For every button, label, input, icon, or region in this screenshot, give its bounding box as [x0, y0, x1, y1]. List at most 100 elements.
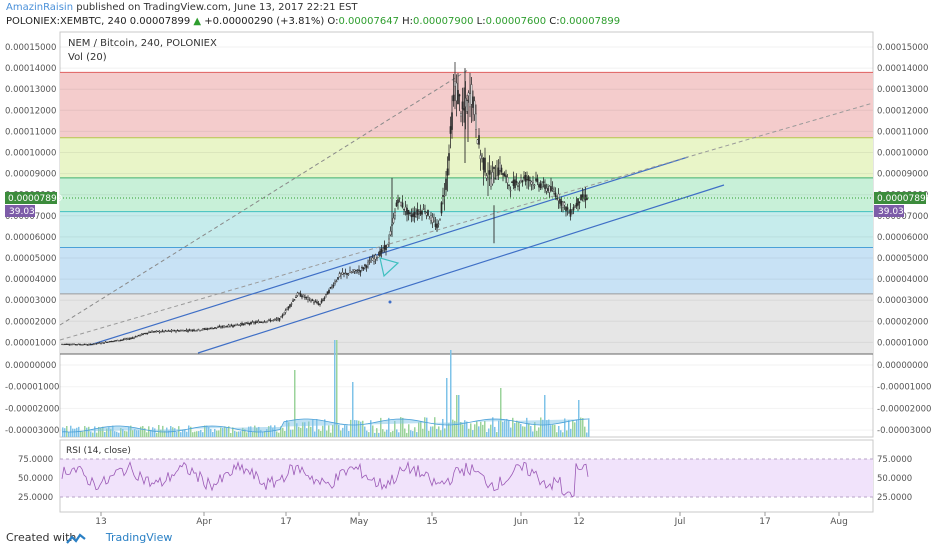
candles[interactable] [61, 62, 588, 346]
price-tick-label-left: 0.00005000 [5, 254, 56, 264]
volume-bar [116, 431, 118, 437]
candle-body [205, 328, 207, 331]
candle-body [206, 328, 209, 330]
extended-dashed-line[interactable] [59, 102, 874, 341]
volume-bar [524, 426, 526, 437]
volume-bar [526, 417, 528, 437]
candle-body [559, 199, 561, 204]
candle-body [407, 209, 410, 215]
candle-body [244, 323, 246, 325]
candle-body [220, 326, 222, 329]
candle-body [569, 209, 572, 217]
candle-body [311, 299, 314, 301]
volume-bar [72, 428, 74, 437]
candle-body [514, 179, 516, 189]
volume-bar [182, 430, 184, 437]
triangle-pattern[interactable] [379, 257, 400, 278]
candle-body [400, 202, 402, 207]
candle-body [121, 339, 123, 341]
channel-upper-line[interactable] [89, 156, 689, 346]
candle-body [224, 325, 227, 328]
candle-body [469, 93, 471, 108]
volume-bar [98, 426, 100, 437]
candle-body [350, 272, 353, 274]
candle-body [176, 329, 179, 332]
candle-body [167, 330, 170, 332]
candle-body [515, 180, 518, 183]
brand-link[interactable]: TradingView [105, 531, 173, 544]
candle-body [119, 339, 122, 342]
candle-body [218, 326, 221, 328]
volume-bar [276, 431, 278, 437]
candle-body [292, 300, 294, 302]
open-value: 0.00007647 [338, 16, 399, 27]
channel-lower-line[interactable] [197, 184, 725, 354]
volume-bar [318, 429, 320, 437]
candle-body [109, 341, 111, 343]
candle-body [434, 223, 437, 227]
candle-body [428, 218, 431, 220]
volume-bar [428, 430, 430, 437]
volume-bar [500, 388, 502, 437]
volume-bar [292, 429, 294, 437]
marker-dot [388, 300, 392, 304]
candle-body [208, 328, 210, 330]
volume-bar [144, 428, 146, 437]
candle-body [512, 179, 515, 186]
candle-body [476, 139, 479, 144]
candle-body [151, 331, 153, 333]
candle-body [310, 300, 312, 302]
candle-body [389, 231, 392, 235]
volume-bar [402, 417, 404, 437]
candle-body [359, 270, 362, 273]
volume-bar [86, 427, 88, 437]
date-axis: 13 Apr 17 May 15 Jun 12 Jul 17 Aug [95, 512, 848, 527]
candle-body [236, 324, 239, 326]
publish-info: AmazinRaisin published on TradingView.co… [6, 2, 358, 13]
price-badge-right: 0.00007899 [877, 194, 932, 204]
candle-body [427, 210, 429, 216]
volume-tick-label-left: -0.00002000 [5, 404, 59, 414]
volume-bar [584, 426, 586, 437]
candle-body [148, 331, 150, 334]
volume-bar [124, 430, 126, 437]
candle-body [100, 343, 102, 345]
fib-band [60, 293, 873, 355]
candle-body [517, 185, 519, 187]
author-link[interactable]: AmazinRaisin [6, 2, 74, 13]
volume-bar [466, 421, 468, 437]
candle-body [107, 341, 110, 343]
price-tick-label-right: 0.00010000 [877, 149, 928, 159]
candle-body [353, 269, 356, 272]
volume-bar [102, 426, 104, 437]
candle-body [356, 272, 359, 274]
volume-bar [554, 424, 556, 437]
volume-bar [522, 426, 524, 437]
candle-body [524, 174, 527, 182]
candle-body [361, 267, 363, 269]
candle-body [103, 342, 105, 344]
volume-bar [322, 425, 324, 437]
fib-retracement[interactable] [60, 71, 873, 355]
candle-body [362, 267, 365, 270]
volume-bar [80, 430, 82, 437]
candle-body [473, 100, 476, 115]
volume-bar [312, 419, 314, 437]
candle-body [259, 321, 261, 323]
candle-body [169, 330, 171, 332]
date-tick-label: 15 [426, 517, 437, 527]
candle-body [319, 303, 321, 305]
candle-body [136, 336, 138, 338]
candle-body [293, 299, 296, 301]
candle-body [235, 323, 237, 326]
rsi-badge-left: 39.03 [9, 207, 35, 217]
volume-bar [210, 428, 212, 437]
candle-body [155, 330, 158, 332]
candle-body [578, 201, 581, 204]
candle-body [302, 294, 305, 297]
rsi-tick-label-right: 25.0000 [877, 493, 912, 503]
volume-bar [192, 432, 194, 437]
volume-bar [562, 432, 564, 437]
price-grid [60, 46, 873, 431]
